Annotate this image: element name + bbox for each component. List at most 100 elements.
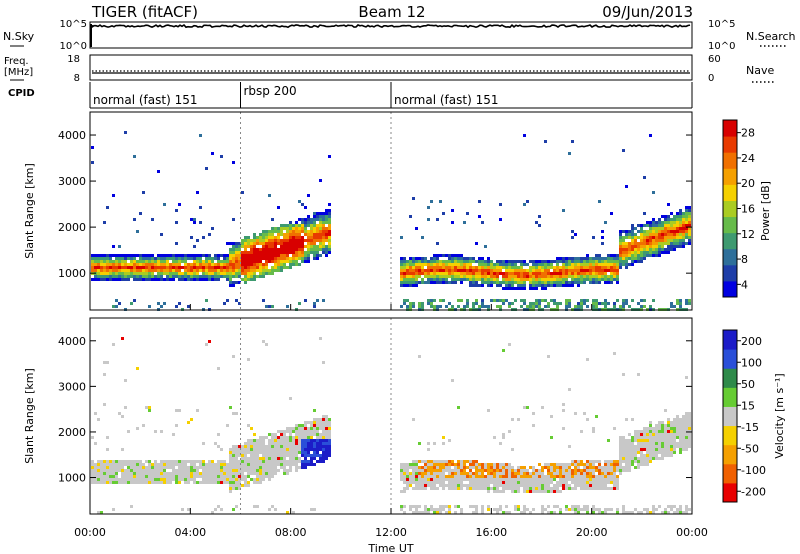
cell	[265, 242, 268, 245]
cell	[235, 275, 238, 278]
cell	[118, 245, 121, 248]
cell	[583, 269, 586, 272]
cell	[643, 176, 646, 179]
cell	[433, 272, 436, 275]
cell	[115, 275, 118, 278]
cell	[289, 454, 292, 457]
cell	[577, 460, 580, 463]
cell	[496, 508, 499, 511]
cell	[484, 469, 487, 472]
cell	[643, 305, 646, 308]
cell	[262, 445, 265, 448]
cell	[322, 454, 325, 457]
cell	[604, 475, 607, 478]
cell	[259, 263, 262, 266]
cell	[679, 245, 682, 248]
cell	[445, 254, 448, 257]
cell	[529, 275, 532, 278]
cell	[262, 451, 265, 454]
cell	[154, 430, 157, 433]
cell	[202, 236, 205, 239]
cell	[325, 451, 328, 454]
cell	[556, 463, 559, 466]
cell	[676, 227, 679, 230]
cell	[541, 490, 544, 493]
cell	[610, 481, 613, 484]
cell	[148, 263, 151, 266]
cell	[319, 337, 322, 340]
cell	[139, 463, 142, 466]
cell	[175, 481, 178, 484]
cell	[427, 299, 430, 302]
cell	[322, 436, 325, 439]
cell	[424, 472, 427, 475]
cell	[298, 436, 301, 439]
cell	[169, 272, 172, 275]
cell	[205, 275, 208, 278]
cell	[304, 451, 307, 454]
cell	[247, 439, 250, 442]
cell	[169, 269, 172, 272]
cell	[574, 266, 577, 269]
cell	[187, 472, 190, 475]
cell	[619, 260, 622, 263]
cell	[400, 463, 403, 466]
cell	[541, 484, 544, 487]
cell	[583, 472, 586, 475]
cell	[466, 272, 469, 275]
cell	[406, 266, 409, 269]
cell	[520, 281, 523, 284]
cell	[595, 466, 598, 469]
cell	[655, 239, 658, 242]
cell	[517, 484, 520, 487]
cell	[178, 269, 181, 272]
cell	[541, 508, 544, 511]
cell	[652, 233, 655, 236]
cell	[475, 242, 478, 245]
cell	[433, 472, 436, 475]
cell	[580, 481, 583, 484]
cell	[175, 254, 178, 257]
cell	[523, 260, 526, 263]
cell	[610, 472, 613, 475]
cell	[430, 475, 433, 478]
cell	[313, 251, 316, 254]
cell	[685, 221, 688, 224]
cell	[643, 448, 646, 451]
cell	[679, 439, 682, 442]
cell	[637, 242, 640, 245]
cell	[301, 427, 304, 430]
cell	[553, 272, 556, 275]
cell	[604, 275, 607, 278]
cell	[571, 269, 574, 272]
colorbar-swatch	[723, 349, 737, 369]
cell	[571, 284, 574, 287]
cell	[523, 475, 526, 478]
cell	[157, 481, 160, 484]
cell	[472, 475, 475, 478]
cell	[253, 460, 256, 463]
cell	[310, 251, 313, 254]
cell	[472, 460, 475, 463]
cell	[307, 239, 310, 242]
cell	[460, 272, 463, 275]
cell	[475, 260, 478, 263]
cell	[403, 463, 406, 466]
cell	[538, 463, 541, 466]
cell	[574, 281, 577, 284]
cell	[673, 224, 676, 227]
cell	[322, 445, 325, 448]
cell	[214, 481, 217, 484]
cell	[580, 302, 583, 305]
cell	[688, 230, 691, 233]
cell	[406, 269, 409, 272]
cell	[310, 508, 313, 511]
cell	[517, 266, 520, 269]
cell	[604, 281, 607, 284]
cell	[403, 275, 406, 278]
cell	[286, 245, 289, 248]
cell	[475, 269, 478, 272]
cell	[505, 278, 508, 281]
cell	[241, 251, 244, 254]
